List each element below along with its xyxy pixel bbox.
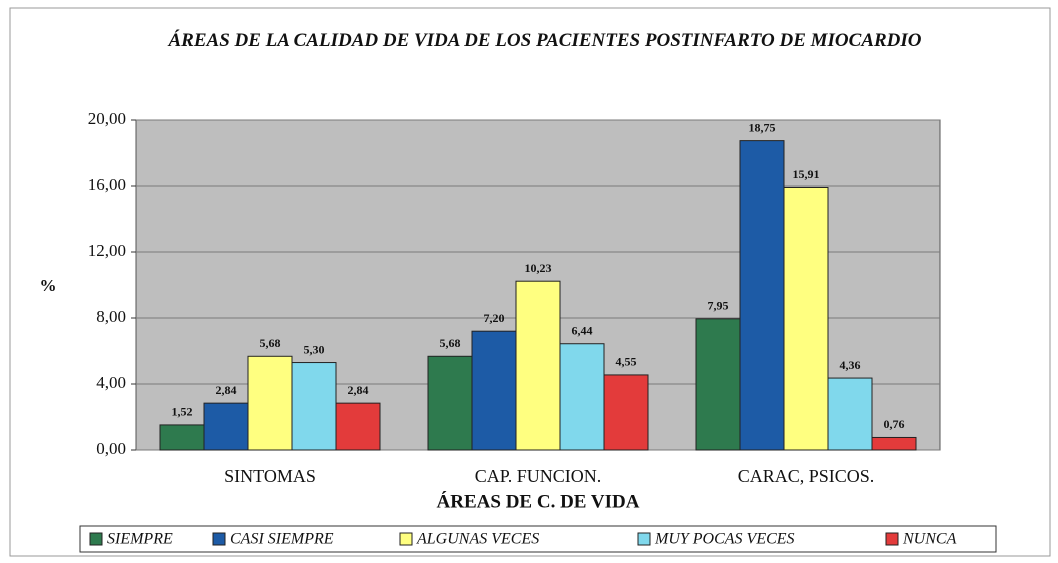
value-label: 7,95 — [708, 299, 729, 313]
chart-title: ÁREAS DE LA CALIDAD DE VIDA DE LOS PACIE… — [168, 30, 922, 51]
bar — [827, 377, 873, 451]
bar — [247, 355, 293, 451]
value-label: 4,55 — [616, 355, 637, 369]
value-label: 1,52 — [172, 405, 193, 419]
x-tick-label: CAP. FUNCION. — [475, 466, 602, 486]
legend-swatch — [885, 532, 899, 546]
value-label: 18,75 — [749, 120, 776, 134]
y-axis-label: % — [40, 276, 57, 295]
bar — [783, 186, 829, 451]
bar — [559, 343, 605, 451]
bar — [159, 424, 205, 451]
value-label: 5,68 — [260, 336, 281, 350]
y-tick-label: 4,00 — [96, 373, 126, 392]
bar — [291, 362, 337, 451]
value-label: 7,20 — [484, 311, 505, 325]
x-tick-label: SINTOMAS — [224, 466, 316, 486]
legend-label: NUNCA — [902, 531, 957, 548]
bar — [739, 140, 785, 451]
legend-label: ALGUNAS VECES — [416, 531, 539, 548]
value-label: 4,36 — [840, 358, 861, 372]
bar — [603, 374, 649, 451]
value-label: 2,84 — [348, 383, 369, 397]
bar — [471, 330, 517, 451]
bar — [335, 402, 381, 451]
bar — [871, 436, 917, 451]
bar — [515, 280, 561, 451]
legend-swatch — [399, 532, 413, 546]
legend-swatch — [89, 532, 103, 546]
legend-box — [79, 525, 997, 553]
bar — [427, 355, 473, 451]
y-tick-label: 8,00 — [96, 307, 126, 326]
y-tick-label: 12,00 — [88, 241, 126, 260]
value-label: 0,76 — [884, 417, 905, 431]
y-tick-label: 16,00 — [88, 175, 126, 194]
legend-label: MUY POCAS VECES — [654, 531, 795, 548]
bar — [695, 318, 741, 451]
y-tick-label: 0,00 — [96, 439, 126, 458]
y-tick-label: 20,00 — [88, 109, 126, 128]
value-label: 15,91 — [793, 167, 820, 181]
legend-swatch — [212, 532, 226, 546]
value-label: 5,68 — [440, 336, 461, 350]
x-axis-label: ÁREAS DE C. DE VIDA — [437, 490, 640, 512]
bar — [203, 402, 249, 451]
value-label: 6,44 — [572, 323, 593, 337]
legend-swatch — [637, 532, 651, 546]
x-tick-label: CARAC, PSICOS. — [738, 466, 875, 486]
value-label: 2,84 — [216, 383, 237, 397]
value-label: 5,30 — [304, 342, 325, 356]
legend-label: SIEMPRE — [107, 531, 173, 548]
legend-label: CASI SIEMPRE — [230, 531, 334, 548]
value-label: 10,23 — [525, 261, 552, 275]
